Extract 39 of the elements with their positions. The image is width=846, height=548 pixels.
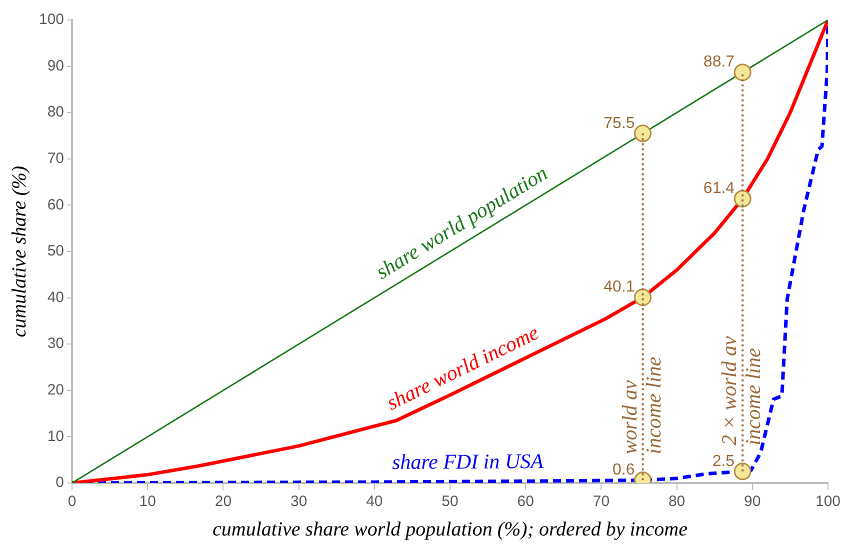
y-tick-label: 40 — [47, 288, 64, 306]
data-label: 40.1 — [604, 278, 635, 296]
text: share world income — [382, 320, 542, 415]
x-tick-label: 10 — [139, 493, 156, 510]
y-tick-label: 60 — [47, 196, 64, 214]
point — [734, 190, 752, 208]
ref-line-label: 2 × world av income line — [717, 335, 766, 446]
y-tick-label: 70 — [47, 150, 64, 168]
y-axis-title: cumulative share (%) — [8, 165, 30, 338]
x-axis-title: cumulative share world population (%); ordered by income — [212, 518, 688, 540]
x-tick-label: 0 — [68, 493, 76, 510]
x-tick-label: 50 — [442, 493, 458, 510]
x-tick-label: 60 — [517, 493, 534, 510]
y-tick-label: 100 — [38, 11, 64, 28]
y-tick-label: 80 — [47, 104, 64, 121]
y-tick-label: 10 — [47, 428, 64, 445]
series-label: share FDI in USA — [392, 449, 544, 474]
point — [734, 462, 752, 480]
data-label: 88.7 — [703, 54, 735, 71]
data-label: 61.4 — [703, 180, 735, 198]
y-tick-label: 20 — [47, 382, 64, 399]
x-tick-label: 30 — [290, 493, 308, 510]
point — [634, 124, 652, 142]
x-tick-label: 20 — [214, 493, 232, 510]
data-label: 0.6 — [612, 462, 635, 479]
point — [734, 64, 752, 82]
y-tick-label: 90 — [47, 57, 64, 74]
x-tick-label: 90 — [744, 493, 761, 510]
y-tick-label: 0 — [56, 474, 64, 492]
ref-line-label: world av income line — [617, 356, 666, 454]
x-tick-label: 80 — [668, 493, 686, 510]
y-tick-label: 30 — [47, 335, 64, 352]
point — [634, 288, 652, 306]
x-tick-label: 100 — [815, 493, 841, 510]
y-tick-label: 50 — [47, 242, 64, 260]
data-label: 75.5 — [604, 114, 635, 132]
x-tick-label: 40 — [366, 493, 383, 510]
x-tick-label: 70 — [592, 493, 610, 510]
data-label: 2.5 — [712, 452, 735, 470]
